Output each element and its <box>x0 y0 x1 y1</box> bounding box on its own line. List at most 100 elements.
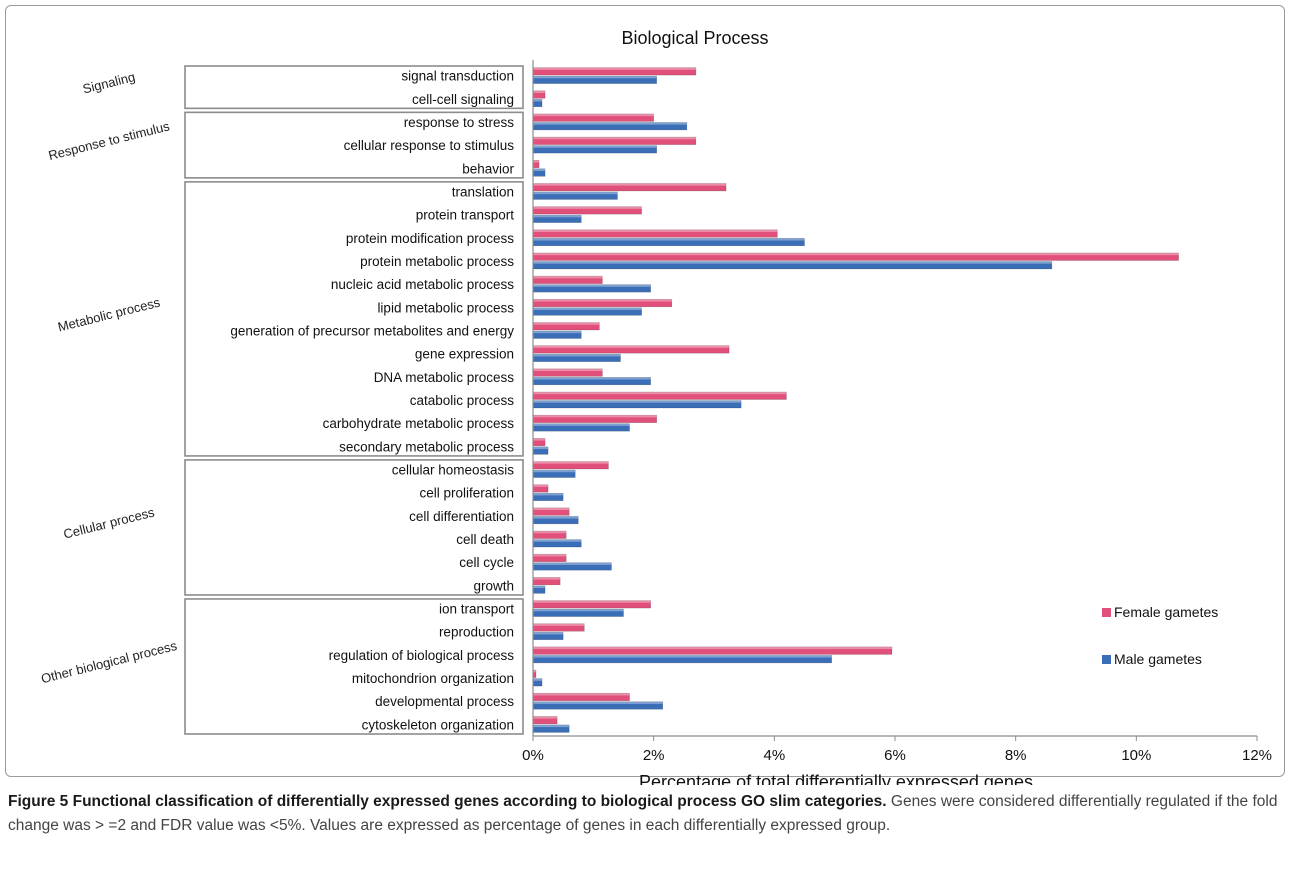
category-label: cellular homeostasis <box>392 463 515 478</box>
group-label: Other biological process <box>39 638 178 686</box>
x-axis-label: Percentage of total differentially expre… <box>639 772 1033 785</box>
group-label: Response to stimulus <box>47 118 172 163</box>
category-label: DNA metabolic process <box>374 370 515 385</box>
bar-highlight <box>533 470 576 473</box>
bar-highlight <box>533 229 778 232</box>
bar-highlight <box>533 137 696 140</box>
bar-highlight <box>533 191 618 195</box>
group-box <box>184 111 524 179</box>
bar-highlight <box>533 206 642 209</box>
bar-highlight <box>533 507 570 511</box>
bar-highlight <box>533 438 546 441</box>
bar-highlight <box>533 238 805 241</box>
legend-label-male: Male gametes <box>1114 651 1202 667</box>
category-label: secondary metabolic process <box>339 439 514 454</box>
category-label: protein transport <box>416 208 515 223</box>
category-label: reproduction <box>439 625 514 640</box>
bar-highlight <box>533 516 579 519</box>
bar-highlight <box>533 400 742 403</box>
bar-highlight <box>533 493 564 496</box>
bar-highlight <box>533 261 1052 264</box>
category-label: gene expression <box>415 347 514 362</box>
bar-highlight <box>533 377 651 380</box>
x-tick-label: 8% <box>1005 747 1027 764</box>
figure-caption: Figure 5 Functional classification of di… <box>8 790 1278 838</box>
bar-highlight <box>533 392 787 395</box>
bar-highlight <box>533 484 549 487</box>
bar-highlight <box>533 299 672 302</box>
category-label: cell proliferation <box>419 486 514 501</box>
bar-highlight <box>533 284 651 287</box>
bar-highlight <box>533 562 612 565</box>
category-label: generation of precursor metabolites and … <box>230 323 514 338</box>
bar-highlight <box>533 276 603 279</box>
category-label: carbohydrate metabolic process <box>323 416 515 431</box>
legend-label-female: Female gametes <box>1114 604 1218 620</box>
category-label: lipid metabolic process <box>377 300 514 315</box>
bar-highlight <box>533 724 570 728</box>
legend-swatch-male <box>1102 655 1111 664</box>
bar-highlight <box>533 307 642 311</box>
category-label: catabolic process <box>410 393 515 408</box>
group-box <box>184 598 524 735</box>
bar-highlight <box>533 693 630 696</box>
bar-highlight <box>533 423 630 426</box>
bar-highlight <box>533 609 624 612</box>
bar-highlight <box>533 446 549 450</box>
x-tick-label: 10% <box>1121 747 1151 764</box>
bar-highlight <box>533 345 730 348</box>
bar-highlight <box>533 577 561 580</box>
category-label: cellular response to stimulus <box>344 138 515 153</box>
bar-highlight <box>533 368 603 372</box>
bar-highlight <box>533 415 657 418</box>
bar-highlight <box>533 670 537 673</box>
bar-highlight <box>533 67 696 70</box>
figure-frame <box>5 5 1285 777</box>
x-tick-label: 0% <box>522 747 544 764</box>
category-label: behavior <box>462 161 514 176</box>
bar-highlight <box>533 554 567 557</box>
x-tick-label: 12% <box>1242 747 1272 764</box>
category-label: mitochondrion organization <box>352 671 514 686</box>
bar-highlight <box>533 600 651 603</box>
bar-highlight <box>533 322 600 325</box>
bar-highlight <box>533 646 892 650</box>
bar-highlight <box>533 461 609 464</box>
category-label: cell differentiation <box>409 509 514 524</box>
bar-highlight <box>533 330 582 334</box>
bar-highlight <box>533 160 540 163</box>
category-label: cell-cell signaling <box>412 92 514 107</box>
legend-swatch-female <box>1102 608 1111 617</box>
bar-highlight <box>533 531 567 534</box>
bar-highlight <box>533 632 564 635</box>
caption-body: Genes were considered differentially reg… <box>8 793 1278 834</box>
category-label: response to stress <box>404 115 515 130</box>
bar-highlight <box>533 168 546 171</box>
category-label: protein modification process <box>346 231 514 246</box>
x-tick-label: 4% <box>763 747 785 764</box>
bar-highlight <box>533 76 657 79</box>
group-box <box>184 459 524 596</box>
category-label: cytoskeleton organization <box>362 717 514 732</box>
bar-highlight <box>533 145 657 148</box>
group-box <box>184 181 524 457</box>
bar-highlight <box>533 585 546 589</box>
bar-highlight <box>533 623 585 626</box>
bar-highlight <box>533 354 621 357</box>
category-label: cell death <box>456 532 514 547</box>
bar-highlight <box>533 716 558 719</box>
category-label: regulation of biological process <box>329 648 515 663</box>
category-label: developmental process <box>375 694 514 709</box>
group-label: Metabolic process <box>56 294 162 334</box>
category-label: translation <box>452 184 514 199</box>
bar-highlight <box>533 183 727 186</box>
category-label: cell cycle <box>459 555 514 570</box>
caption-title: Figure 5 Functional classification of di… <box>8 793 887 810</box>
category-label: growth <box>473 578 514 593</box>
bar-chart: Biological Process Signaling Response to s… <box>39 28 1272 785</box>
x-tick-label: 2% <box>643 747 665 764</box>
group-box <box>184 65 524 110</box>
group-label: Signaling <box>81 69 137 96</box>
bar-highlight <box>533 90 546 93</box>
bar-highlight <box>533 678 543 681</box>
